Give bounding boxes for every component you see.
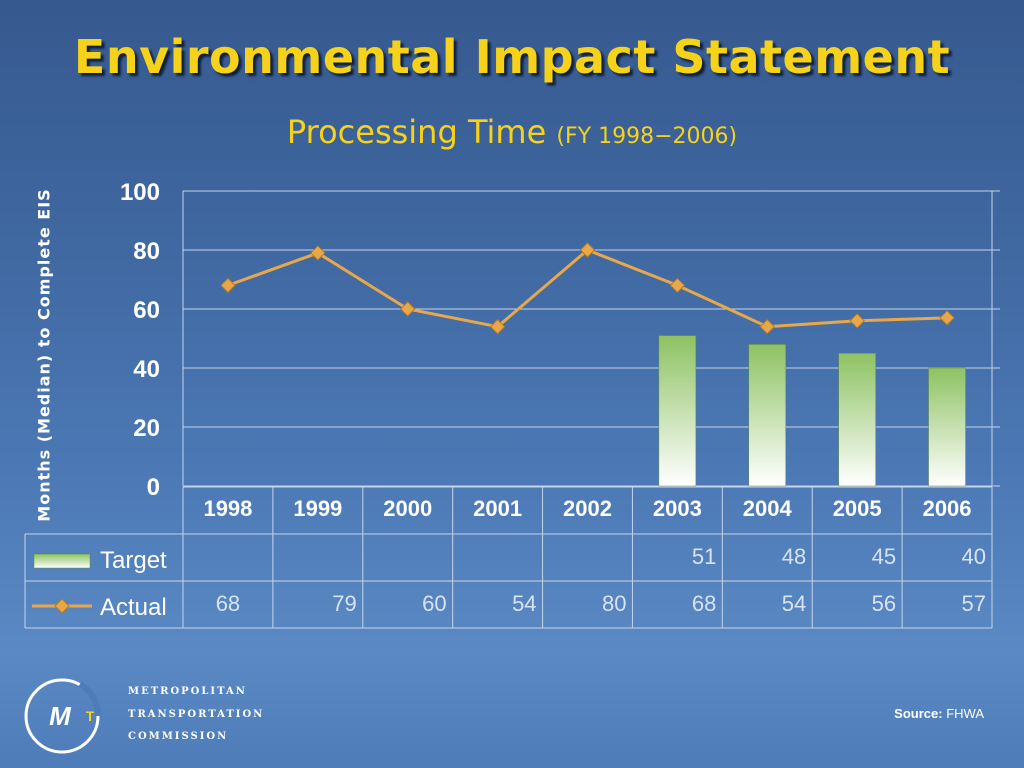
target-value-label: 45 xyxy=(872,544,896,569)
actual-value-label: 80 xyxy=(602,591,626,616)
target-value-label: 48 xyxy=(782,544,806,569)
slide-title: Environmental Impact Statement xyxy=(73,30,951,84)
x-tick-label: 2002 xyxy=(563,496,612,521)
legend-key-actual-marker xyxy=(54,598,70,614)
actual-point xyxy=(759,318,775,335)
actual-point xyxy=(849,313,865,329)
target-value-label: 40 xyxy=(962,544,986,569)
actual-point xyxy=(579,242,596,258)
x-tick-label: 2000 xyxy=(383,496,432,521)
y-tick-label: 60 xyxy=(133,297,160,324)
x-tick-label: 2006 xyxy=(923,496,972,521)
actual-point xyxy=(220,277,236,294)
actual-value-label: 54 xyxy=(512,591,536,616)
x-tick-label: 2003 xyxy=(653,496,702,521)
legend-label-actual: Actual xyxy=(100,594,167,621)
source-label: Source: xyxy=(894,706,943,721)
svg-text:T: T xyxy=(86,708,95,724)
actual-point xyxy=(310,245,326,261)
actual-value-label: 68 xyxy=(692,591,716,616)
target-bar xyxy=(838,353,876,487)
x-tick-label: 2005 xyxy=(833,496,882,521)
mtc-logo: M T xyxy=(24,678,102,754)
y-tick-label: 40 xyxy=(133,356,160,383)
x-tick-label: 1998 xyxy=(203,496,252,521)
target-bar xyxy=(928,367,966,487)
actual-point xyxy=(669,277,686,294)
x-tick-label: 2001 xyxy=(473,496,522,521)
x-tick-label: 2004 xyxy=(743,496,793,521)
org-name-line3: COMMISSION xyxy=(128,731,229,742)
svg-text:M: M xyxy=(49,701,72,731)
source-value: FHWA xyxy=(946,706,984,721)
target-bar xyxy=(748,344,787,487)
actual-point xyxy=(939,310,955,326)
actual-value-label: 57 xyxy=(962,591,986,616)
actual-point xyxy=(489,318,506,335)
actual-value-label: 79 xyxy=(332,591,356,616)
actual-value-label: 68 xyxy=(216,591,240,616)
y-tick-label: 20 xyxy=(133,415,160,442)
actual-value-label: 60 xyxy=(422,591,446,616)
legend-label-target: Target xyxy=(100,547,167,574)
y-tick-label: 80 xyxy=(133,238,160,265)
actual-line xyxy=(227,248,948,329)
y-tick-label: 0 xyxy=(147,474,160,501)
slide-subtitle: Processing Time (FY 1998−2006) xyxy=(0,113,1024,151)
y-tick-label: 100 xyxy=(120,179,160,206)
org-name-line2: TRANSPORTATION xyxy=(128,709,265,720)
source-note: Source: FHWA xyxy=(894,706,984,721)
actual-value-label: 54 xyxy=(782,591,806,616)
org-name-line1: METROPOLITAN xyxy=(128,686,247,697)
actual-value-label: 56 xyxy=(872,591,896,616)
subtitle-range: (FY 1998−2006) xyxy=(556,124,738,149)
actual-point xyxy=(400,301,416,317)
target-bar xyxy=(658,335,697,487)
target-value-label: 51 xyxy=(692,544,716,569)
subtitle-main: Processing Time xyxy=(286,113,547,151)
x-tick-label: 1999 xyxy=(293,496,342,521)
legend-key-target xyxy=(33,553,91,569)
